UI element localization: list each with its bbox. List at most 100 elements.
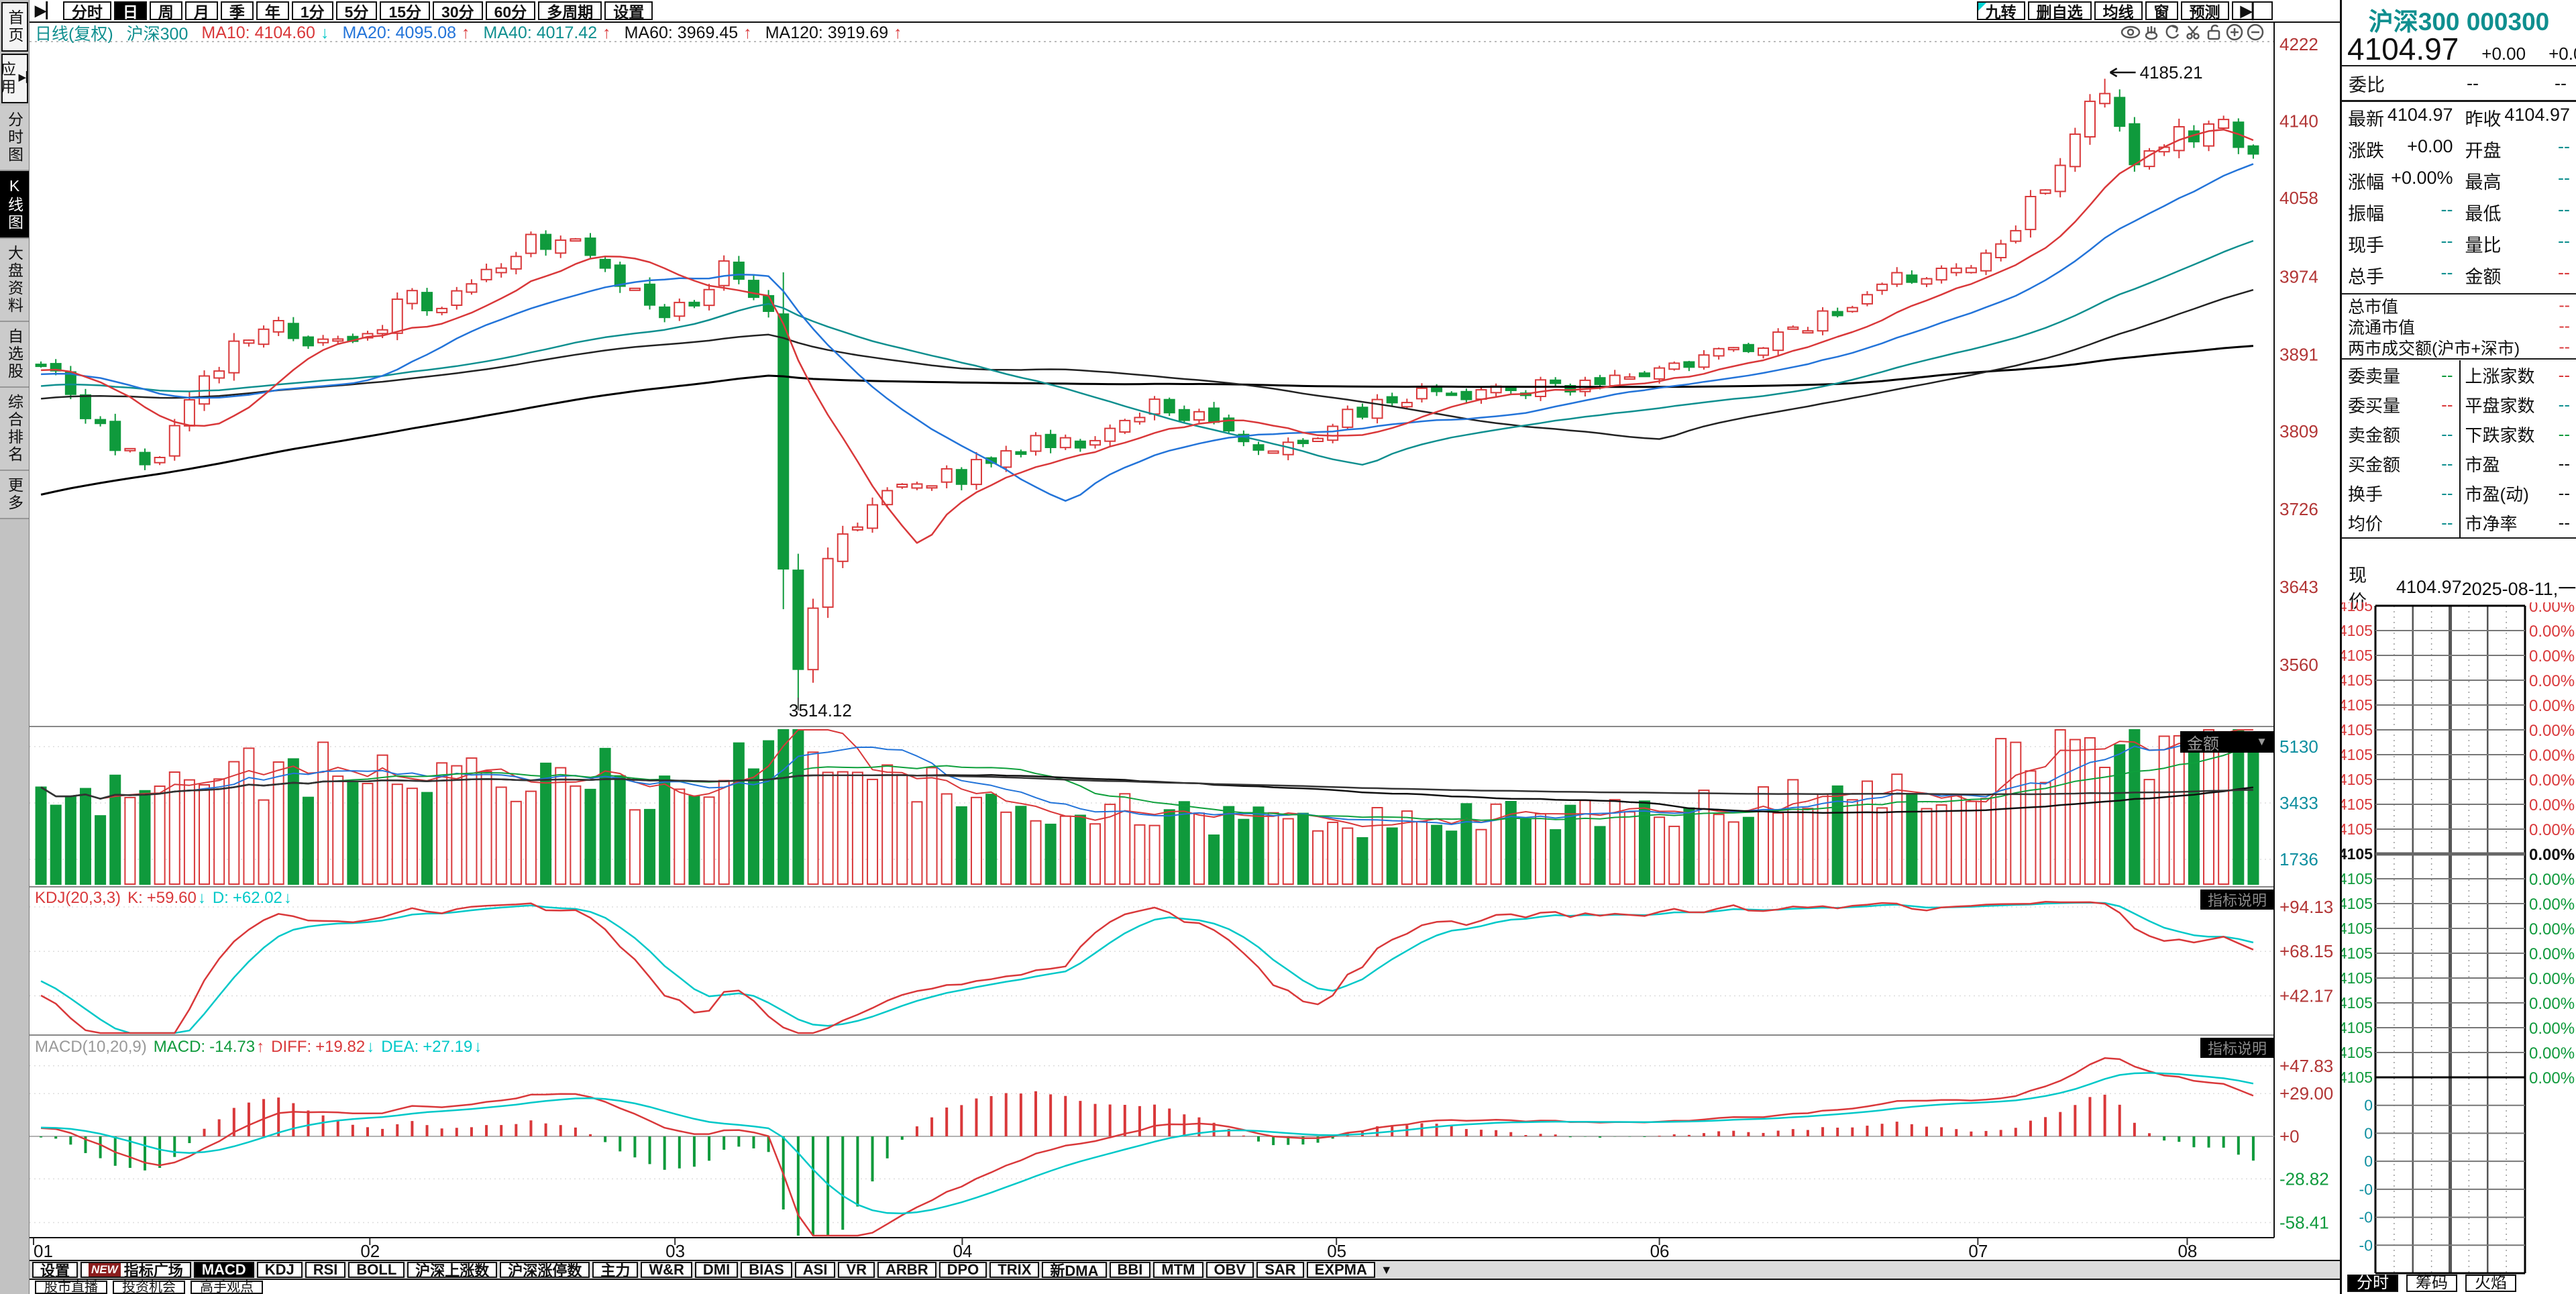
field-label: 委卖量 — [2348, 366, 2401, 386]
field-value: +0.00% — [2391, 168, 2453, 188]
period-tab-日[interactable]: 日 — [113, 1, 147, 21]
indicator-tab-设置[interactable]: 设置 — [32, 1262, 78, 1279]
sidebar-item-首页[interactable]: 首页 — [1, 2, 28, 52]
indicator-tab-MACD[interactable]: MACD — [193, 1261, 254, 1278]
field-value: -- — [2558, 364, 2570, 385]
period-tab-30分[interactable]: 30分 — [433, 1, 483, 21]
indicator-tab-ASI[interactable]: ASI — [794, 1261, 836, 1278]
quote-row: 均价 -- — [2342, 508, 2459, 537]
footer-button-投资机会[interactable]: 投资机会 — [113, 1280, 185, 1294]
indicator-tab-BIAS[interactable]: BIAS — [741, 1261, 792, 1278]
toolbar-right-buttons: 九转 删自选 均线窗预测 ▶▏ — [1976, 1, 2273, 21]
down-arrow-icon: ↓ — [197, 889, 206, 907]
field-value: -- — [2441, 482, 2453, 503]
indicator-tab-MTM[interactable]: MTM — [1153, 1261, 1203, 1278]
period-tab-15分[interactable]: 15分 — [380, 1, 431, 21]
indicator-tab-EXPMA[interactable]: EXPMA — [1306, 1261, 1375, 1278]
indicator-tab-沪深涨停数[interactable]: 沪深涨停数 — [500, 1262, 590, 1279]
kline-chart[interactable]: 4222 4140 4058 3974 3891 3809 3726 3643 3560 4185… — [30, 0, 2340, 1258]
indicator-tab-DMI[interactable]: DMI — [694, 1261, 739, 1278]
tool-button-删自选[interactable]: 删自选 — [2027, 1, 2092, 21]
ma-item: MA10: 4104.60 — [201, 23, 315, 42]
collapse-sidebar-icon[interactable]: ▶▏ — [35, 2, 58, 19]
indicator-tab-沪深上涨数[interactable]: 沪深上涨数 — [407, 1262, 498, 1279]
current-price-row: 现价 4104.97 2025-08-11,一 — [2342, 561, 2576, 613]
svg-text:0.00%: 0.00% — [2529, 920, 2575, 938]
period-tab-设置[interactable]: 设置 — [604, 1, 653, 21]
field-value: -- — [2440, 262, 2453, 282]
divider — [2459, 360, 2461, 537]
field-value: 4104.97 — [2387, 105, 2453, 125]
svg-text:0.00%: 0.00% — [2529, 672, 2575, 690]
tool-button-均线[interactable]: 均线 — [2094, 1, 2143, 21]
indicator-tab-ARBR[interactable]: ARBR — [877, 1261, 936, 1278]
period-tab-季[interactable]: 季 — [220, 1, 254, 21]
indicator-tab-KDJ[interactable]: KDJ — [256, 1261, 303, 1278]
scroll-down-icon[interactable]: ▼ — [1380, 1262, 1393, 1277]
footer-button-高手观点[interactable]: 高手观点 — [191, 1280, 263, 1294]
period-tab-1分[interactable]: 1分 — [291, 1, 333, 21]
volume-metric-label: 金额 — [2187, 735, 2219, 753]
indicator-tab-RSI[interactable]: RSI — [305, 1261, 346, 1278]
field-value: -- — [2558, 453, 2570, 474]
svg-text:4105: 4105 — [2342, 647, 2373, 664]
period-tab-5分[interactable]: 5分 — [335, 1, 378, 21]
volume-metric-dropdown[interactable]: 金额 ▼ — [2180, 731, 2274, 753]
indicator-tab-VR[interactable]: VR — [838, 1261, 875, 1278]
sidebar-item-应用[interactable]: ▶▏ 应用 — [0, 54, 34, 103]
indicator-tab-BOLL[interactable]: BOLL — [348, 1261, 405, 1278]
macd-header: MACD(10,20,9) MACD: -14.73 ↑ DIFF: +19.8… — [35, 1038, 482, 1056]
indicator-tab-W&R[interactable]: W&R — [641, 1261, 692, 1278]
sidebar-item-分时图[interactable]: 分时图 — [0, 105, 29, 171]
indicator-tab-DPO[interactable]: DPO — [938, 1261, 987, 1278]
tool-button-窗[interactable]: 窗 — [2145, 1, 2178, 21]
indicator-tab-BBI[interactable]: BBI — [1109, 1261, 1151, 1278]
sidebar-item-综合排名[interactable]: 综合排名 — [0, 388, 29, 471]
quote-tab-筹码[interactable]: 筹码 — [2406, 1275, 2457, 1292]
svg-text:0.00%: 0.00% — [2529, 697, 2575, 715]
quote-row: 振幅 -- 最低 -- — [2342, 197, 2576, 228]
sidebar-item-更多[interactable]: 更多 — [0, 471, 29, 519]
sidebar-item-K线图[interactable]: K线图 — [0, 171, 29, 239]
weibi-row: 委比 -- -- — [2342, 67, 2576, 99]
indicator-tab-OBV[interactable]: OBV — [1205, 1261, 1254, 1278]
svg-text:3891: 3891 — [2279, 345, 2318, 365]
indicator-tab-主力[interactable]: 主力 — [592, 1262, 639, 1279]
indicator-tab-SAR[interactable]: SAR — [1256, 1261, 1304, 1278]
indicator-tab-TRIX[interactable]: TRIX — [989, 1261, 1040, 1278]
field-value: -- — [2558, 168, 2570, 188]
quote-row: 卖金额 -- — [2342, 419, 2459, 449]
mini-chart[interactable]: 4105 0.00% 4105 0.00% 4105 0.00% 4105 0.00% 4105… — [2342, 602, 2576, 1275]
quote-tab-分时[interactable]: 分时 — [2347, 1275, 2398, 1292]
quote-row: 最新 4104.97 昨收 4104.97 — [2342, 102, 2576, 133]
svg-text:06: 06 — [1650, 1241, 1670, 1258]
field-label: 下跌家数 — [2465, 425, 2535, 445]
kdj-d-label: D: — [212, 889, 229, 907]
tool-button-预测[interactable]: 预测 — [2180, 1, 2229, 21]
svg-text:05: 05 — [1327, 1241, 1346, 1258]
sidebar-item-自选股[interactable]: 自选股 — [0, 322, 29, 388]
tool-button-九转[interactable]: 九转 — [1976, 1, 2025, 21]
svg-text:4222: 4222 — [2279, 34, 2318, 54]
period-tab-年[interactable]: 年 — [256, 1, 289, 21]
period-tab-月[interactable]: 月 — [184, 1, 218, 21]
period-tab-周[interactable]: 周 — [149, 1, 182, 21]
field-label: 市净率 — [2465, 513, 2518, 534]
diff-label: DIFF: — [271, 1038, 312, 1056]
indicator-tab-指标广场[interactable]: NEW 指标广场 — [80, 1262, 191, 1279]
quote-row: 市盈 -- — [2459, 449, 2576, 478]
indicator-tab-新DMA[interactable]: 新DMA — [1042, 1262, 1107, 1279]
quote-tab-火焰[interactable]: 火焰 — [2465, 1275, 2516, 1292]
expand-panel-icon[interactable]: ▶▏ — [2231, 1, 2273, 20]
field-value: -- — [2441, 364, 2453, 385]
svg-text:-0: -0 — [2359, 1209, 2373, 1226]
macd-info-button[interactable]: 指标说明 — [2200, 1038, 2274, 1058]
period-tab-多周期[interactable]: 多周期 — [538, 1, 602, 21]
divider — [2342, 358, 2576, 360]
footer-button-股市直播[interactable]: 股市直播 — [35, 1280, 107, 1294]
sidebar-item-大盘资料[interactable]: 大盘资料 — [0, 239, 29, 322]
period-tab-60分[interactable]: 60分 — [485, 1, 536, 21]
kdj-info-button[interactable]: 指标说明 — [2200, 889, 2274, 910]
period-tab-分时[interactable]: 分时 — [62, 1, 111, 21]
